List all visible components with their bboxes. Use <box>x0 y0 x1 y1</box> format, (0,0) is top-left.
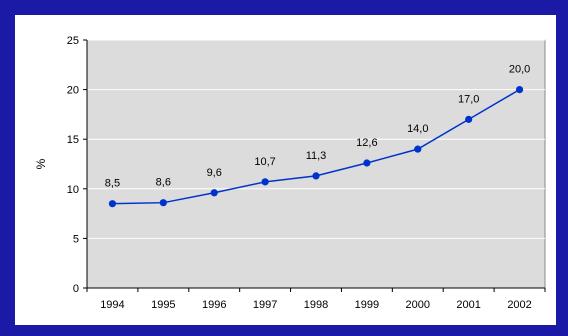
data-label: 8,5 <box>105 178 120 190</box>
y-tick-label: 0 <box>73 283 79 295</box>
data-point <box>261 178 269 186</box>
gridlines <box>87 39 545 239</box>
chart-panel: 0 5 10 15 20 25 1994 1995 1996 1997 1998 1999 2000 20… <box>15 15 556 325</box>
axes: 0 5 10 15 20 25 1994 1995 1996 1997 1998 1999 2000 20… <box>67 35 546 311</box>
data-label: 12,6 <box>356 137 377 149</box>
y-axis-title: % <box>34 158 48 169</box>
data-point <box>108 200 117 208</box>
data-point <box>515 86 524 94</box>
x-tick-label: 1997 <box>253 299 277 311</box>
data-label: 17,0 <box>458 93 479 105</box>
series-layer: 8,5 8,6 9,6 10,7 11,3 12,6 14,0 17,0 20,0 <box>105 64 530 208</box>
data-point <box>159 199 167 207</box>
x-tick-label: 2001 <box>456 299 480 311</box>
y-tick-label: 5 <box>73 233 79 245</box>
y-tick-label: 20 <box>67 85 79 97</box>
data-point <box>414 145 422 153</box>
x-tick-label: 1999 <box>355 299 379 311</box>
data-label: 9,6 <box>207 167 222 179</box>
data-point <box>363 159 371 167</box>
plot-area <box>86 39 546 289</box>
data-point <box>210 189 218 197</box>
x-tick-label: 1998 <box>304 299 328 311</box>
y-tick-label: 25 <box>67 35 79 47</box>
data-label: 8,6 <box>156 177 171 189</box>
x-tick-label: 2002 <box>507 299 531 311</box>
data-label: 11,3 <box>306 150 327 162</box>
data-label: 10,7 <box>254 156 275 168</box>
data-point <box>312 172 320 180</box>
line-chart: 0 5 10 15 20 25 1994 1995 1996 1997 1998 1999 2000 20… <box>34 35 546 311</box>
x-tick-label: 1995 <box>151 299 175 311</box>
data-label: 20,0 <box>509 64 530 76</box>
data-point <box>465 115 473 123</box>
x-tick-label: 1996 <box>202 299 226 311</box>
y-tick-label: 10 <box>67 184 79 196</box>
x-tick-label: 1994 <box>100 299 124 311</box>
x-tick-label: 2000 <box>406 299 430 311</box>
data-label: 14,0 <box>407 123 428 135</box>
y-tick-label: 15 <box>67 134 79 146</box>
